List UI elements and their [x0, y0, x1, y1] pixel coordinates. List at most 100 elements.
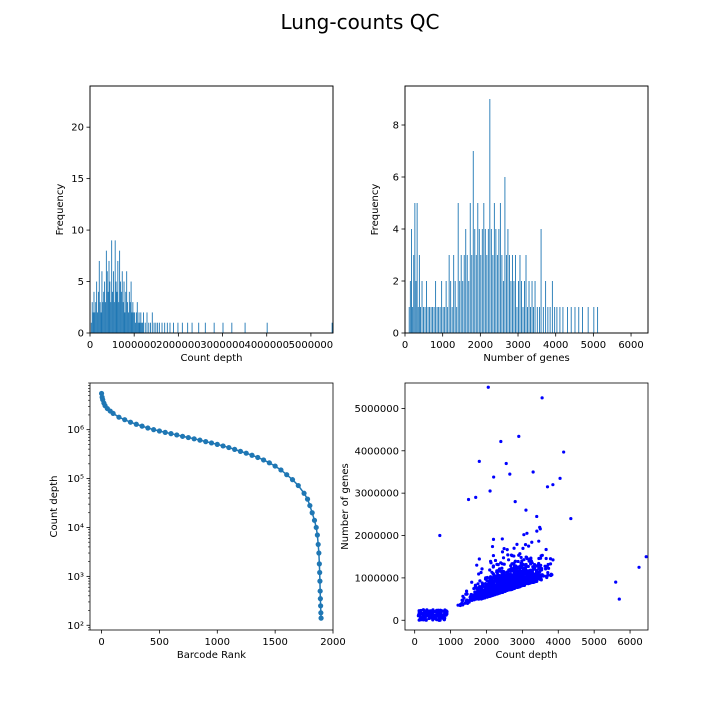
histogram-bar — [112, 291, 113, 333]
rank-point — [185, 434, 191, 441]
scatter-point — [478, 584, 482, 589]
histogram-bar — [131, 312, 133, 333]
histogram-bar — [448, 255, 450, 333]
x-tick-label: 2000 — [468, 340, 493, 351]
histogram-bar — [508, 255, 510, 333]
histogram-bar — [574, 307, 576, 333]
scatter-point — [484, 584, 488, 588]
y-axis-label: Count depth — [49, 476, 60, 538]
x-tick-label: 3000 — [505, 340, 530, 351]
histogram-bar — [559, 307, 561, 333]
scatter-point — [521, 583, 525, 588]
scatter-point — [528, 570, 532, 574]
scatter-point — [537, 570, 541, 574]
histogram-bar — [524, 281, 525, 333]
scatter-point — [476, 588, 480, 592]
scatter-point — [470, 580, 474, 584]
scatter-point — [477, 592, 481, 596]
rank-point — [197, 437, 203, 443]
histogram-bar — [166, 322, 168, 333]
histogram-bar — [101, 271, 103, 333]
scatter-point — [444, 612, 448, 616]
rank-point — [156, 428, 163, 434]
scatter-point — [526, 544, 531, 548]
histogram-bar — [528, 281, 530, 333]
x-axis-label: Count depth — [181, 353, 243, 364]
histogram-bar — [462, 281, 464, 333]
scatter-point — [527, 558, 531, 563]
scatter-point — [517, 570, 521, 575]
scatter-point — [521, 569, 525, 573]
scatter-point — [508, 472, 512, 476]
histogram-bar — [493, 203, 495, 333]
histogram-bar — [441, 281, 443, 333]
rank-point — [214, 441, 220, 447]
scatter-point — [466, 497, 471, 502]
histogram-bar — [417, 307, 419, 333]
scatter-point — [520, 561, 524, 565]
histogram-bar — [157, 322, 159, 333]
scatter-point — [506, 558, 511, 562]
rank-point — [304, 496, 311, 502]
scatter-point — [524, 555, 529, 559]
scatter-point — [538, 567, 542, 571]
rank-point — [278, 467, 284, 473]
histogram-bar — [169, 322, 171, 333]
scatter-point — [513, 500, 517, 504]
histogram-bars — [408, 99, 599, 333]
histogram-bar — [120, 291, 122, 333]
histogram-bar — [222, 322, 224, 333]
scatter-point — [614, 580, 618, 584]
scatter-point — [488, 489, 492, 493]
histogram-bar — [413, 255, 415, 333]
rank-point — [317, 569, 323, 576]
scatter-point — [517, 585, 522, 589]
scatter-point — [475, 595, 480, 599]
histogram-bar — [97, 312, 98, 333]
scatter-point — [504, 576, 509, 580]
scatter-point — [465, 592, 469, 596]
scatter-point — [427, 609, 431, 613]
scatter-point — [500, 569, 504, 574]
scatter-point — [481, 593, 485, 597]
scatter-point — [502, 562, 506, 566]
axes-frame — [89, 382, 334, 631]
histogram-bar — [97, 291, 99, 333]
scatter-point — [531, 470, 535, 474]
scatter-point — [435, 618, 439, 622]
x-tick-label: 0 — [98, 637, 104, 648]
rank-point — [272, 463, 278, 469]
histogram-bar — [426, 281, 427, 333]
scatter-point — [517, 434, 521, 438]
scatter-point — [479, 570, 483, 575]
histogram-bar — [480, 255, 482, 333]
scatter-point — [422, 611, 427, 615]
histogram-bar — [121, 271, 123, 333]
histogram-bar — [547, 307, 549, 333]
y-tick-label: 0 — [393, 329, 399, 340]
rank-curve — [100, 393, 322, 619]
scatter-point — [546, 562, 550, 567]
x-tick-label: 0 — [87, 340, 93, 351]
histogram-bar — [91, 302, 93, 333]
scatter-point — [488, 594, 492, 598]
y-axis-label: Frequency — [370, 184, 381, 236]
scatter-point — [522, 533, 526, 537]
histogram-bar — [107, 291, 109, 333]
scatter-point — [475, 563, 479, 567]
histogram-bar — [587, 307, 589, 333]
x-tick-label: 4000000 — [244, 340, 289, 351]
histogram-bar — [439, 307, 441, 333]
histogram-bar — [133, 312, 135, 333]
histogram-bar — [187, 322, 189, 333]
rank-point — [127, 419, 134, 425]
scatter-point — [512, 546, 516, 550]
histogram-bar — [556, 307, 558, 333]
histogram-bar — [597, 307, 599, 333]
rank-point — [307, 502, 313, 509]
scatter-point — [431, 616, 435, 621]
scatter-point — [474, 495, 478, 499]
x-tick-label: 1000000 — [112, 340, 157, 351]
scatter-point — [464, 589, 469, 593]
